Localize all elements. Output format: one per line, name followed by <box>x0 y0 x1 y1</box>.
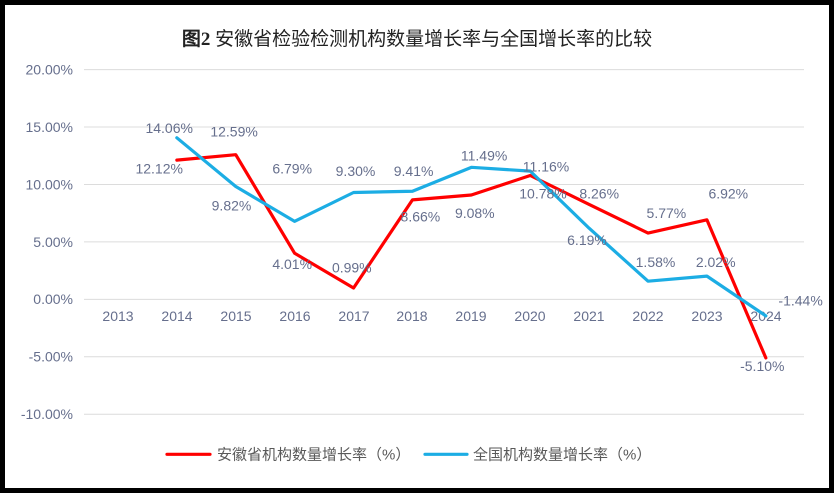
svg-text:2021: 2021 <box>573 308 604 324</box>
svg-text:15.00%: 15.00% <box>26 119 73 135</box>
svg-text:11.16%: 11.16% <box>523 158 569 174</box>
svg-text:全国机构数量增长率（%）: 全国机构数量增长率（%） <box>473 445 651 463</box>
svg-text:9.41%: 9.41% <box>394 163 434 179</box>
svg-text:20.00%: 20.00% <box>26 62 73 78</box>
svg-text:9.82%: 9.82% <box>212 197 252 213</box>
svg-text:8.66%: 8.66% <box>401 208 441 224</box>
svg-text:2015: 2015 <box>220 308 251 324</box>
svg-text:2023: 2023 <box>691 308 722 324</box>
svg-text:0.99%: 0.99% <box>332 260 372 276</box>
svg-text:2.02%: 2.02% <box>696 254 736 270</box>
svg-text:-10.00%: -10.00% <box>21 406 73 422</box>
svg-text:2014: 2014 <box>161 308 192 324</box>
svg-text:9.30%: 9.30% <box>336 163 376 179</box>
svg-text:10.78%: 10.78% <box>519 186 566 202</box>
svg-text:2017: 2017 <box>338 308 369 324</box>
svg-text:5.77%: 5.77% <box>647 205 687 221</box>
svg-text:5.00%: 5.00% <box>33 234 73 250</box>
svg-text:1.58%: 1.58% <box>636 254 676 270</box>
svg-text:2013: 2013 <box>102 308 133 324</box>
svg-text:6.92%: 6.92% <box>708 186 748 202</box>
svg-text:-1.44%: -1.44% <box>778 292 822 308</box>
svg-text:安徽省机构数量增长率（%）: 安徽省机构数量增长率（%） <box>217 446 410 463</box>
svg-text:4.01%: 4.01% <box>272 256 312 272</box>
svg-text:14.06%: 14.06% <box>145 120 192 136</box>
svg-text:0.00%: 0.00% <box>33 291 73 307</box>
svg-text:6.79%: 6.79% <box>272 160 312 176</box>
svg-text:-5.00%: -5.00% <box>29 349 73 365</box>
svg-text:2019: 2019 <box>455 308 486 324</box>
svg-text:2018: 2018 <box>396 308 427 324</box>
svg-text:2016: 2016 <box>279 308 310 324</box>
svg-text:11.49%: 11.49% <box>461 147 507 163</box>
svg-text:2020: 2020 <box>514 308 545 324</box>
svg-text:2022: 2022 <box>632 308 663 324</box>
svg-text:10.00%: 10.00% <box>26 176 73 192</box>
svg-text:-5.10%: -5.10% <box>740 358 784 374</box>
svg-text:12.12%: 12.12% <box>135 160 182 176</box>
svg-text:8.26%: 8.26% <box>579 186 619 202</box>
svg-text:9.08%: 9.08% <box>455 205 495 221</box>
svg-text:12.59%: 12.59% <box>210 124 257 140</box>
svg-text:6.19%: 6.19% <box>567 232 607 248</box>
